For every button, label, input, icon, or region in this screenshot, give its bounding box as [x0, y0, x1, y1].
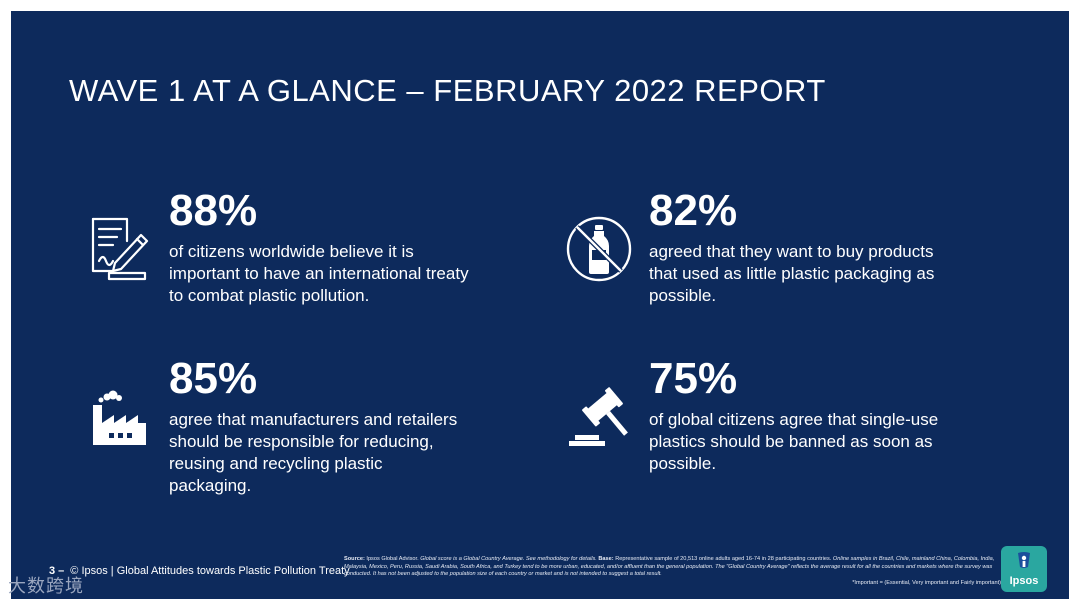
- treaty-document-icon: [91, 217, 149, 281]
- stat-percentage: 88%: [169, 186, 258, 235]
- source-text: Ipsos Global Advisor.: [366, 556, 419, 562]
- stat-85: 85% agree that manufacturers and retaile…: [169, 357, 469, 497]
- base-label: Base:: [598, 556, 614, 562]
- stat-88: 88% of citizens worldwide believe it is …: [169, 189, 469, 307]
- stat-percentage: 85%: [169, 354, 258, 403]
- factory-icon: [93, 390, 146, 445]
- gavel-icon: [569, 387, 628, 446]
- no-plastic-bottle-icon: [566, 216, 632, 282]
- important-note: *Important = (Essential, Very important …: [852, 580, 1001, 586]
- ipsos-logo: Ipsos: [1001, 546, 1047, 592]
- footer-copyright: © Ipsos | Global Attitudes towards Plast…: [70, 565, 350, 577]
- stat-description: of citizens worldwide believe it is impo…: [169, 242, 469, 305]
- stat-description: of global citizens agree that single-use…: [649, 410, 939, 473]
- source-note: Source: Ipsos Global Advisor. Global sco…: [344, 556, 1002, 579]
- stat-description: agree that manufacturers and retailers s…: [169, 410, 458, 495]
- logo-word: Ipsos: [1009, 575, 1039, 587]
- source-italic: Global score is a Global Country Average…: [420, 556, 597, 562]
- stat-82: 82% agreed that they want to buy product…: [649, 189, 949, 307]
- ipsos-mark-icon: [1018, 552, 1030, 568]
- base-italic: Online samples in Brazil, Chile, mainlan…: [344, 556, 995, 578]
- slide: WAVE 1 AT A GLANCE – FEBRUARY 2022 REPOR…: [11, 11, 1069, 599]
- watermark: 大数跨境: [8, 576, 84, 596]
- footer: 3 – © Ipsos | Global Attitudes towards Pl…: [49, 565, 350, 577]
- stat-description: agreed that they want to buy products th…: [649, 242, 935, 305]
- stat-percentage: 82%: [649, 186, 738, 235]
- stat-75: 75% of global citizens agree that single…: [649, 357, 949, 475]
- base-text: Representative sample of 20,513 online a…: [615, 556, 832, 562]
- slide-title: WAVE 1 AT A GLANCE – FEBRUARY 2022 REPOR…: [69, 73, 826, 108]
- page-number: 3 –: [49, 565, 65, 577]
- stat-percentage: 75%: [649, 354, 738, 403]
- source-label: Source:: [344, 556, 365, 562]
